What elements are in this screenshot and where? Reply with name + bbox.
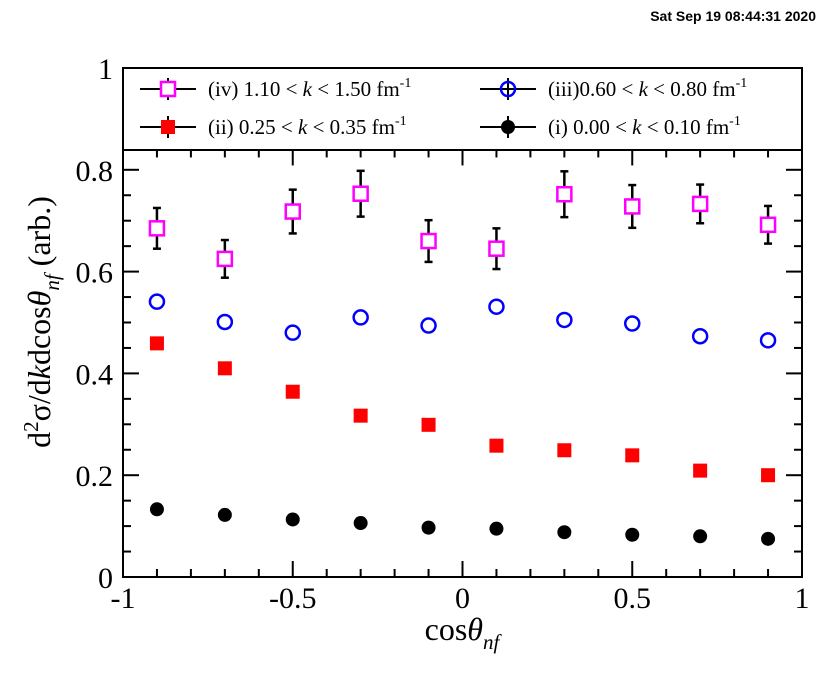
legend-entry-i: (i) 0.00 < k < 0.10 fm-1: [480, 114, 741, 139]
data-point-iii: [488, 298, 505, 315]
legend-label-ii: (ii) 0.25 < k < 0.35 fm-1: [208, 114, 407, 139]
y-tick-label: 0: [98, 562, 113, 595]
data-point-i: [761, 531, 776, 546]
data-point-iv: [759, 216, 777, 234]
data-point-ii: [489, 438, 504, 453]
data-point-iv: [556, 185, 573, 203]
data-point-iv: [352, 185, 369, 202]
x-tick-label: 0: [455, 582, 470, 615]
y-axis: 0 0.2 0.4 0.6 0.8 1: [76, 53, 802, 595]
data-point-iii: [148, 293, 166, 310]
series-iv: [148, 169, 777, 279]
y-tick-label: 0.6: [76, 257, 114, 290]
series-ii: [149, 336, 776, 483]
x-tick-label: -0.5: [269, 582, 317, 615]
data-point-ii: [353, 408, 368, 423]
legend-entry-iv: (iv) 1.10 < k < 1.50 fm-1: [140, 76, 411, 101]
data-point-iv: [148, 220, 166, 237]
x-axis: -1 -0.5 0 0.5 1: [111, 149, 810, 615]
legend: (iv) 1.10 < k < 1.50 fm-1 (iii)0.60 < k <…: [122, 67, 803, 151]
data-point-i: [625, 527, 640, 542]
data-point-i: [285, 512, 300, 527]
data-point-iv: [691, 195, 709, 213]
x-tick-label: 1: [795, 582, 810, 615]
data-point-ii: [693, 463, 708, 478]
data-point-iii: [759, 332, 777, 349]
data-point-ii: [557, 443, 572, 458]
data-point-ii: [217, 361, 232, 376]
x-tick-label: 0.5: [614, 582, 652, 615]
legend-box: [122, 67, 803, 151]
data-point-iv: [216, 250, 234, 268]
series-i: [149, 502, 776, 546]
data-point-i: [489, 521, 504, 536]
legend-marker-iv: [159, 80, 177, 98]
y-tick-label: 0.4: [76, 358, 114, 391]
data-point-iii: [352, 309, 369, 326]
data-point-ii: [625, 448, 640, 463]
data-markers: [148, 169, 777, 546]
data-point-iii: [691, 327, 709, 345]
data-point-i: [353, 516, 368, 531]
data-point-i: [693, 529, 708, 544]
legend-label-iv: (iv) 1.10 < k < 1.50 fm-1: [208, 76, 411, 101]
legend-entry-iii: (iii)0.60 < k < 0.80 fm-1: [480, 76, 747, 101]
data-point-i: [149, 502, 164, 517]
data-point-iv: [624, 198, 641, 215]
data-point-ii: [149, 336, 164, 351]
data-point-iv: [488, 240, 505, 257]
data-point-iii: [216, 313, 234, 331]
data-point-iii: [624, 315, 641, 332]
data-point-iii: [556, 311, 573, 329]
legend-marker-i: [501, 120, 515, 134]
x-tick-label: -1: [111, 582, 136, 615]
data-point-iv: [420, 232, 437, 250]
data-point-iv: [284, 203, 301, 220]
legend-label-i: (i) 0.00 < k < 0.10 fm-1: [548, 114, 741, 139]
timestamp-label: Sat Sep 19 08:44:31 2020: [650, 8, 816, 24]
data-point-i: [557, 525, 572, 540]
x-axis-label: cosθnf: [425, 611, 503, 654]
data-point-ii: [285, 384, 300, 399]
data-point-ii: [421, 417, 436, 432]
data-point-i: [421, 520, 436, 535]
legend-marker-ii: [161, 120, 175, 134]
data-point-ii: [761, 468, 776, 483]
legend-label-iii: (iii)0.60 < k < 0.80 fm-1: [548, 76, 747, 101]
y-tick-label: 0.2: [76, 460, 114, 493]
y-tick-label: 1: [98, 53, 113, 86]
y-axis-label: d2σ/dkdcosθnf (arb.): [19, 196, 64, 448]
legend-marker-iii: [499, 80, 517, 98]
data-point-iii: [284, 324, 301, 341]
legend-entry-ii: (ii) 0.25 < k < 0.35 fm-1: [140, 114, 407, 139]
series-iii: [148, 293, 777, 349]
data-point-i: [217, 507, 232, 522]
data-point-iii: [420, 317, 437, 334]
y-tick-label: 0.8: [76, 155, 114, 188]
